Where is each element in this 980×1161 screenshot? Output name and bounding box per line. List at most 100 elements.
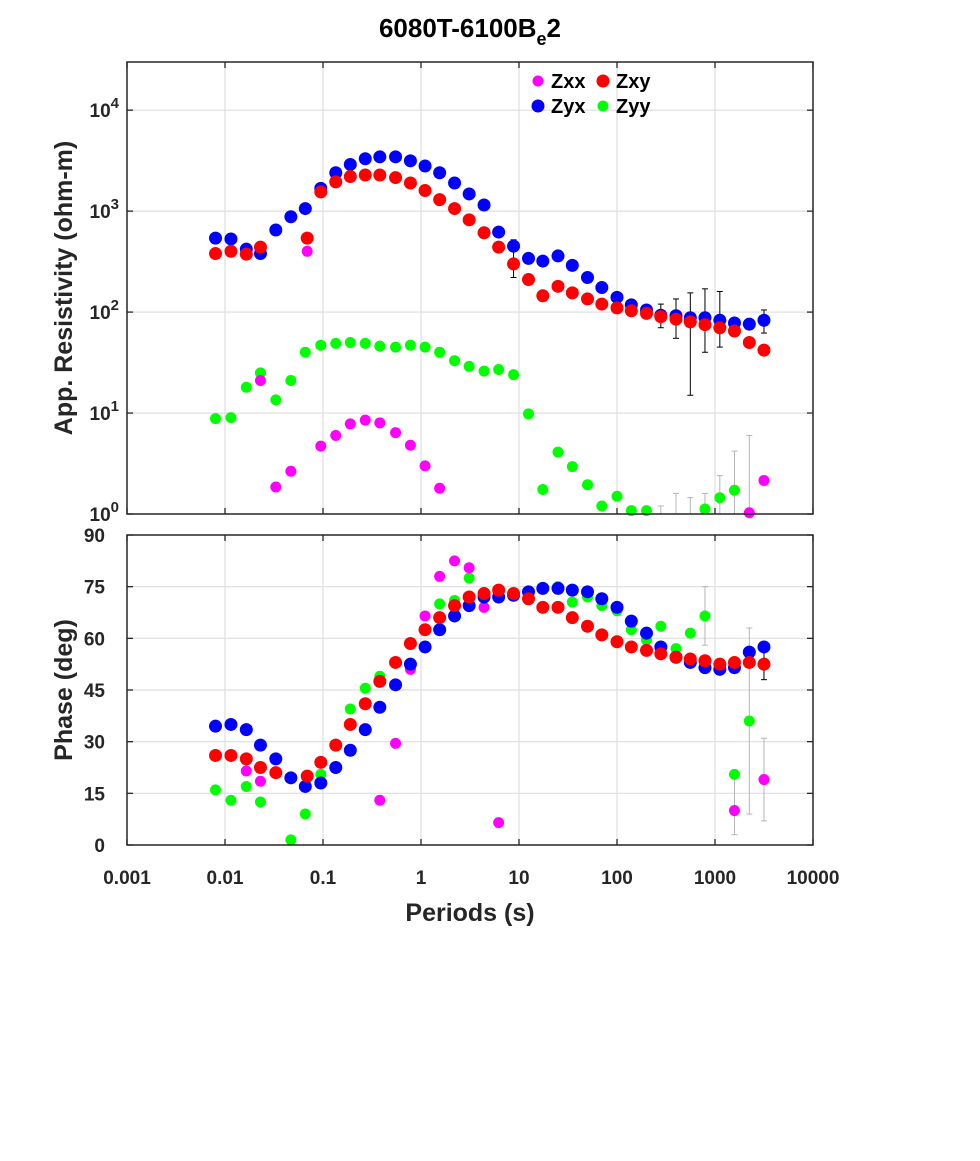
point-zyy [434,598,446,610]
point-zxy [358,168,372,182]
point-zxy [742,335,756,349]
y-tick-label: 30 [84,733,105,754]
point-zyx [536,581,550,595]
point-zxy [683,652,697,666]
point-zxy [448,202,462,216]
point-zyx [389,678,403,692]
point-zxx [390,737,402,749]
point-zyx [492,225,506,239]
resistivity-y-axis-label: App. Resistivity (ohm-m) [50,141,78,435]
point-zxy [727,324,741,338]
point-zyy [714,492,726,504]
point-zxx [344,418,356,430]
point-zxy [610,301,624,315]
point-zyy [463,572,475,584]
y-tick-label: 15 [84,784,106,805]
point-zxy [433,611,447,625]
point-zyx [314,776,328,790]
point-zyx [640,626,654,640]
point-zyy [210,413,222,425]
point-zyy [254,796,266,808]
x-tick-label: 1 [416,868,427,889]
x-tick-label: 0.001 [103,868,151,889]
point-zxy [314,185,328,199]
point-zyx [551,249,565,263]
point-zxy [580,292,594,306]
point-zyx [343,743,357,757]
point-zyx [389,150,403,164]
point-zxy [640,306,654,320]
point-zxx [419,610,431,622]
point-zyx [269,752,283,766]
point-zyx [477,198,491,212]
legend-marker [532,75,544,87]
legend-label: Zyx [551,96,585,118]
point-zxy [640,643,654,657]
y-tick-label: 100 [90,499,119,526]
point-zxx [330,429,342,441]
point-zxy [239,247,253,261]
point-zyx [580,585,594,599]
point-zyy [478,365,490,377]
point-zyx [595,281,609,295]
point-zyy [419,341,431,353]
point-zxx [478,601,490,613]
point-zxx [434,482,446,494]
point-zyy [743,715,755,727]
point-zxy [269,766,283,780]
point-zyy [299,346,311,358]
legend-item-zyy: Zyy [597,96,651,118]
y-tick-label: 75 [84,578,106,599]
point-zxy [477,226,491,240]
point-zxy [373,674,387,688]
point-zxy [727,655,741,669]
point-zxy [713,657,727,671]
point-zyx [329,166,343,180]
y-tick-label: 60 [84,629,105,650]
x-tick-labels: 0.001 0.01 0.1 1 10 100 1000 10000 [103,868,839,889]
point-zxy [492,240,506,254]
point-zyy [596,500,608,512]
phase-points [209,555,771,846]
point-zxy [610,635,624,649]
point-zxx [240,765,252,777]
point-zyy [449,355,461,367]
point-zyy [374,340,386,352]
y-tick-base: 10 [90,505,111,526]
legend-item-zxx: Zxx [532,71,585,93]
point-zxy [551,279,565,293]
point-zyx [595,592,609,606]
x-tick-label: 1000 [694,868,736,889]
chart-title: 6080T-6100Be2 [379,13,561,49]
point-zyx [507,239,521,253]
point-zyy [390,341,402,353]
point-zyy [699,610,711,622]
point-zyx [742,317,756,331]
point-zyy [225,412,237,424]
point-zxy [654,647,668,661]
y-tick-label: 103 [90,196,119,223]
point-zyx [565,583,579,597]
point-zyx [433,166,447,180]
point-zyy [684,627,696,639]
point-zyx [298,779,312,793]
point-zxy [343,170,357,184]
point-zxy [654,310,668,324]
point-zyy [344,703,356,715]
point-zyy [611,490,623,502]
phase-grid [127,535,813,845]
chart-title-subscript: e [537,29,547,49]
point-zxy [418,623,432,637]
point-zxy [403,176,417,190]
point-zxy [595,628,609,642]
resistivity-ticks [126,62,814,515]
point-zxx [728,805,740,817]
point-zxy [448,599,462,613]
point-zxy [536,289,550,303]
point-zyy [522,408,534,420]
point-zyy [728,484,740,496]
point-zxx [758,774,770,786]
resistivity-plot-background [127,62,813,514]
point-zyx [358,152,372,166]
point-zxy [521,592,535,606]
